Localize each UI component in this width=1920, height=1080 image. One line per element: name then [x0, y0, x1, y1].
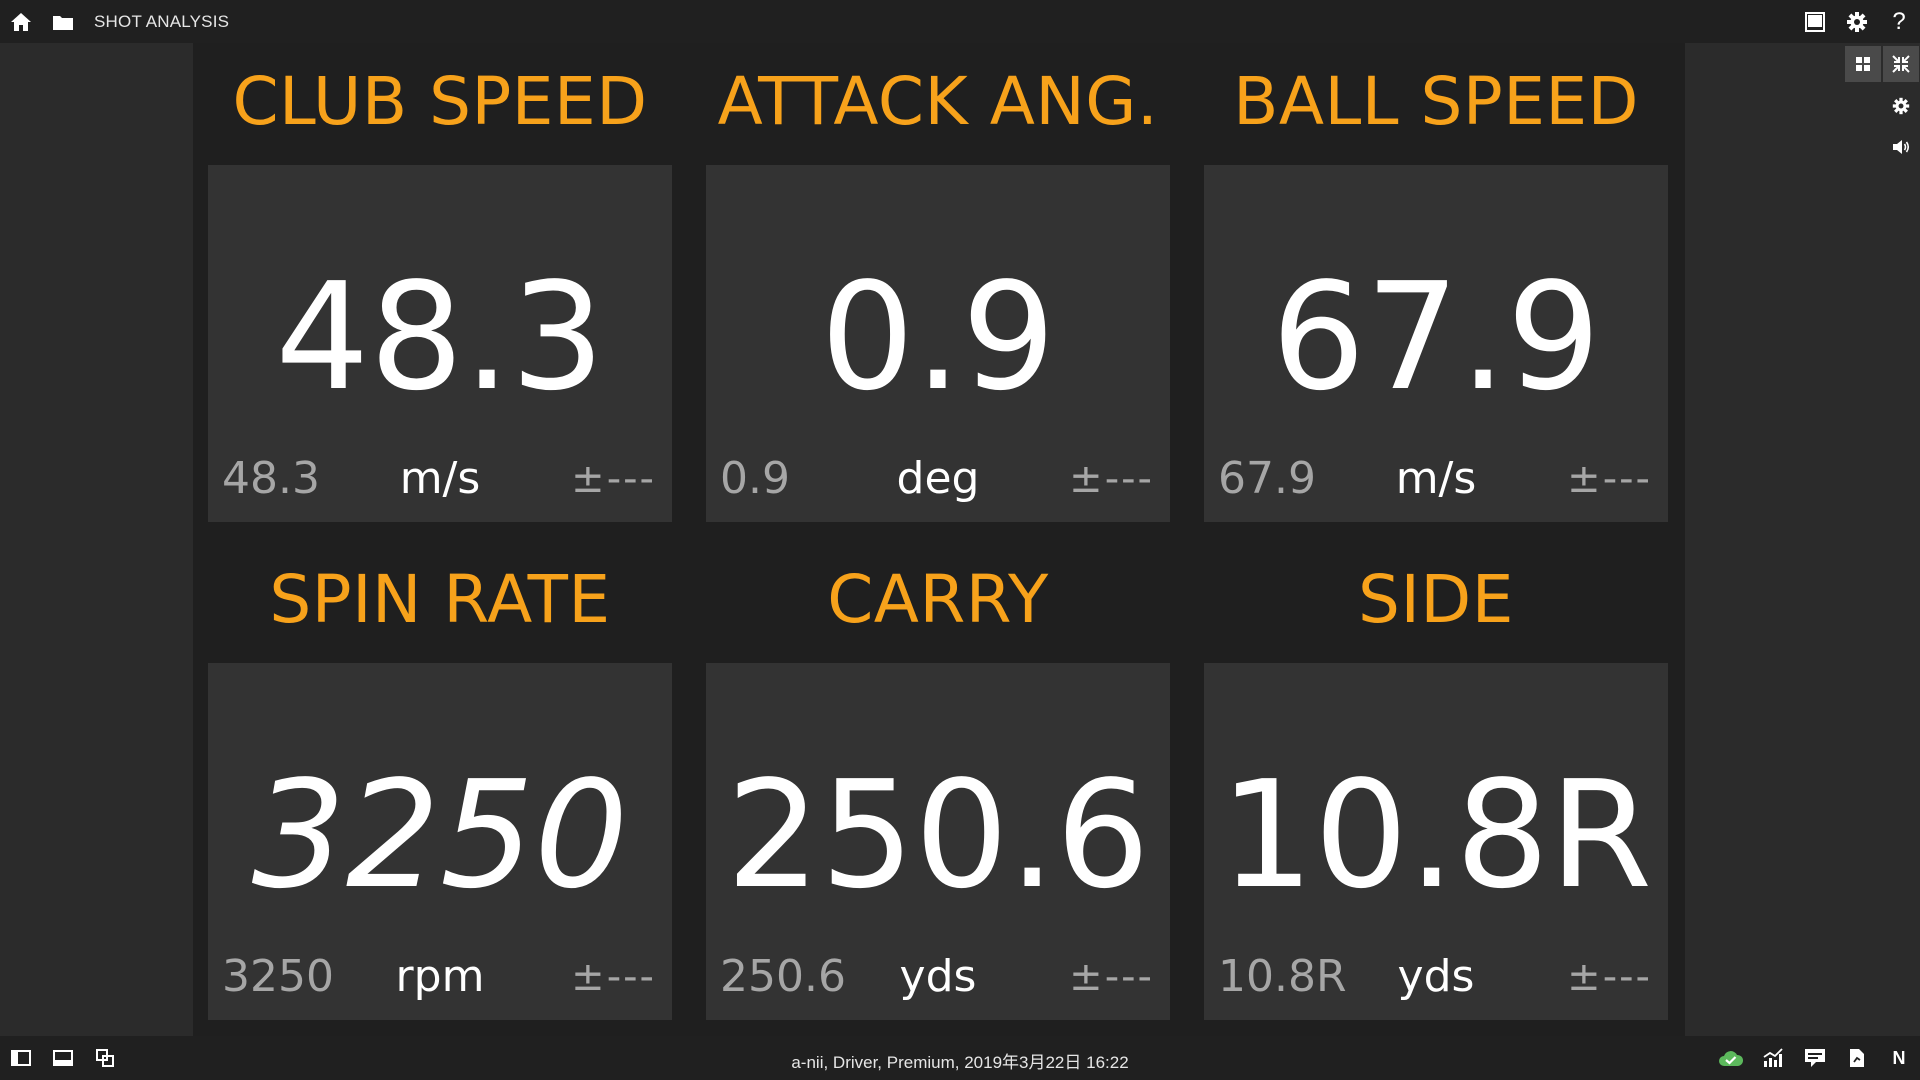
stats-chart-icon[interactable] [1752, 1036, 1794, 1080]
home-icon[interactable] [0, 0, 42, 43]
metric-panel: 48.3 48.3 m/s ±--- [208, 165, 672, 522]
metric-deviation: ±--- [571, 456, 656, 502]
metric-deviation: ±--- [1069, 456, 1154, 502]
sound-icon[interactable] [1883, 129, 1919, 165]
window-icon[interactable] [1794, 0, 1836, 43]
metric-value: 10.8R [1219, 749, 1653, 921]
metric-last-value: 48.3 [222, 453, 320, 504]
metric-label: SPIN RATE [269, 561, 611, 638]
overlap-windows-icon[interactable] [84, 1036, 126, 1080]
help-icon[interactable]: ? [1878, 0, 1920, 43]
metric-unit: rpm [395, 951, 485, 1002]
metric-label: CARRY [827, 561, 1049, 638]
metric-panel: 250.6 250.6 yds ±--- [706, 663, 1170, 1020]
metric-deviation: ±--- [571, 954, 656, 1000]
metric-value: 67.9 [1271, 251, 1601, 423]
metric-last-value: 3250 [222, 951, 334, 1002]
metric-label: BALL SPEED [1233, 63, 1639, 140]
metric-deviation: ±--- [1567, 954, 1652, 1000]
collapse-icon[interactable] [1883, 46, 1919, 82]
document-icon[interactable] [1836, 1036, 1878, 1080]
gear-icon[interactable] [1836, 0, 1878, 43]
metric-label: ATTACK ANG. [717, 63, 1159, 140]
metric-unit: m/s [1395, 453, 1477, 504]
metric-tile-side[interactable]: SIDE 10.8R 10.8R yds ±--- [1189, 541, 1683, 1035]
metric-value: 0.9 [820, 251, 1056, 423]
metric-tile-carry[interactable]: CARRY 250.6 250.6 yds ±--- [691, 541, 1185, 1035]
n-icon[interactable]: N [1878, 1036, 1920, 1080]
status-bar: a-nii, Driver, Premium, 2019年3月22日 16:22… [0, 1036, 1920, 1080]
metric-unit: deg [896, 453, 980, 504]
message-icon[interactable] [1794, 1036, 1836, 1080]
n-glyph: N [1892, 1047, 1906, 1068]
panel-bottom-icon[interactable] [42, 1036, 84, 1080]
panel-left-icon[interactable] [0, 1036, 42, 1080]
metric-panel: 67.9 67.9 m/s ±--- [1204, 165, 1668, 522]
grid-view-icon[interactable] [1845, 46, 1881, 82]
metric-label: CLUB SPEED [232, 63, 648, 140]
metric-tile-spin-rate[interactable]: SPIN RATE 3250 3250 rpm ±--- [193, 541, 687, 1035]
metric-deviation: ±--- [1567, 456, 1652, 502]
status-text: a-nii, Driver, Premium, 2019年3月22日 16:22 [791, 1053, 1129, 1072]
cloud-check-icon[interactable] [1710, 1036, 1752, 1080]
metric-last-value: 250.6 [720, 951, 846, 1002]
metric-tile-club-speed[interactable]: CLUB SPEED 48.3 48.3 m/s ±--- [193, 43, 687, 537]
metric-unit: yds [899, 951, 977, 1002]
metric-tile-ball-speed[interactable]: BALL SPEED 67.9 67.9 m/s ±--- [1189, 43, 1683, 537]
metric-tile-attack-angle[interactable]: ATTACK ANG. 0.9 0.9 deg ±--- [691, 43, 1185, 537]
metric-last-value: 0.9 [720, 453, 790, 504]
metric-panel: 0.9 0.9 deg ±--- [706, 165, 1170, 522]
top-bar: SHOT ANALYSIS ? [0, 0, 1920, 43]
metric-panel: 10.8R 10.8R yds ±--- [1204, 663, 1668, 1020]
folder-icon[interactable] [42, 0, 84, 43]
metric-value: 48.3 [275, 251, 605, 423]
metric-deviation: ±--- [1069, 954, 1154, 1000]
metric-last-value: 67.9 [1218, 453, 1316, 504]
metrics-grid: CLUB SPEED 48.3 48.3 m/s ±--- ATTACK ANG… [193, 43, 1685, 1036]
right-rail [1838, 43, 1920, 1033]
metric-label: SIDE [1358, 561, 1514, 638]
page-title: SHOT ANALYSIS [94, 11, 230, 31]
metric-value: 250.6 [726, 749, 1150, 921]
metric-unit: m/s [399, 453, 481, 504]
metric-last-value: 10.8R [1218, 951, 1347, 1002]
help-glyph: ? [1892, 7, 1906, 35]
settings-icon[interactable] [1883, 88, 1919, 124]
metric-value: 3250 [251, 749, 629, 921]
metric-panel: 3250 3250 rpm ±--- [208, 663, 672, 1020]
metric-unit: yds [1397, 951, 1475, 1002]
